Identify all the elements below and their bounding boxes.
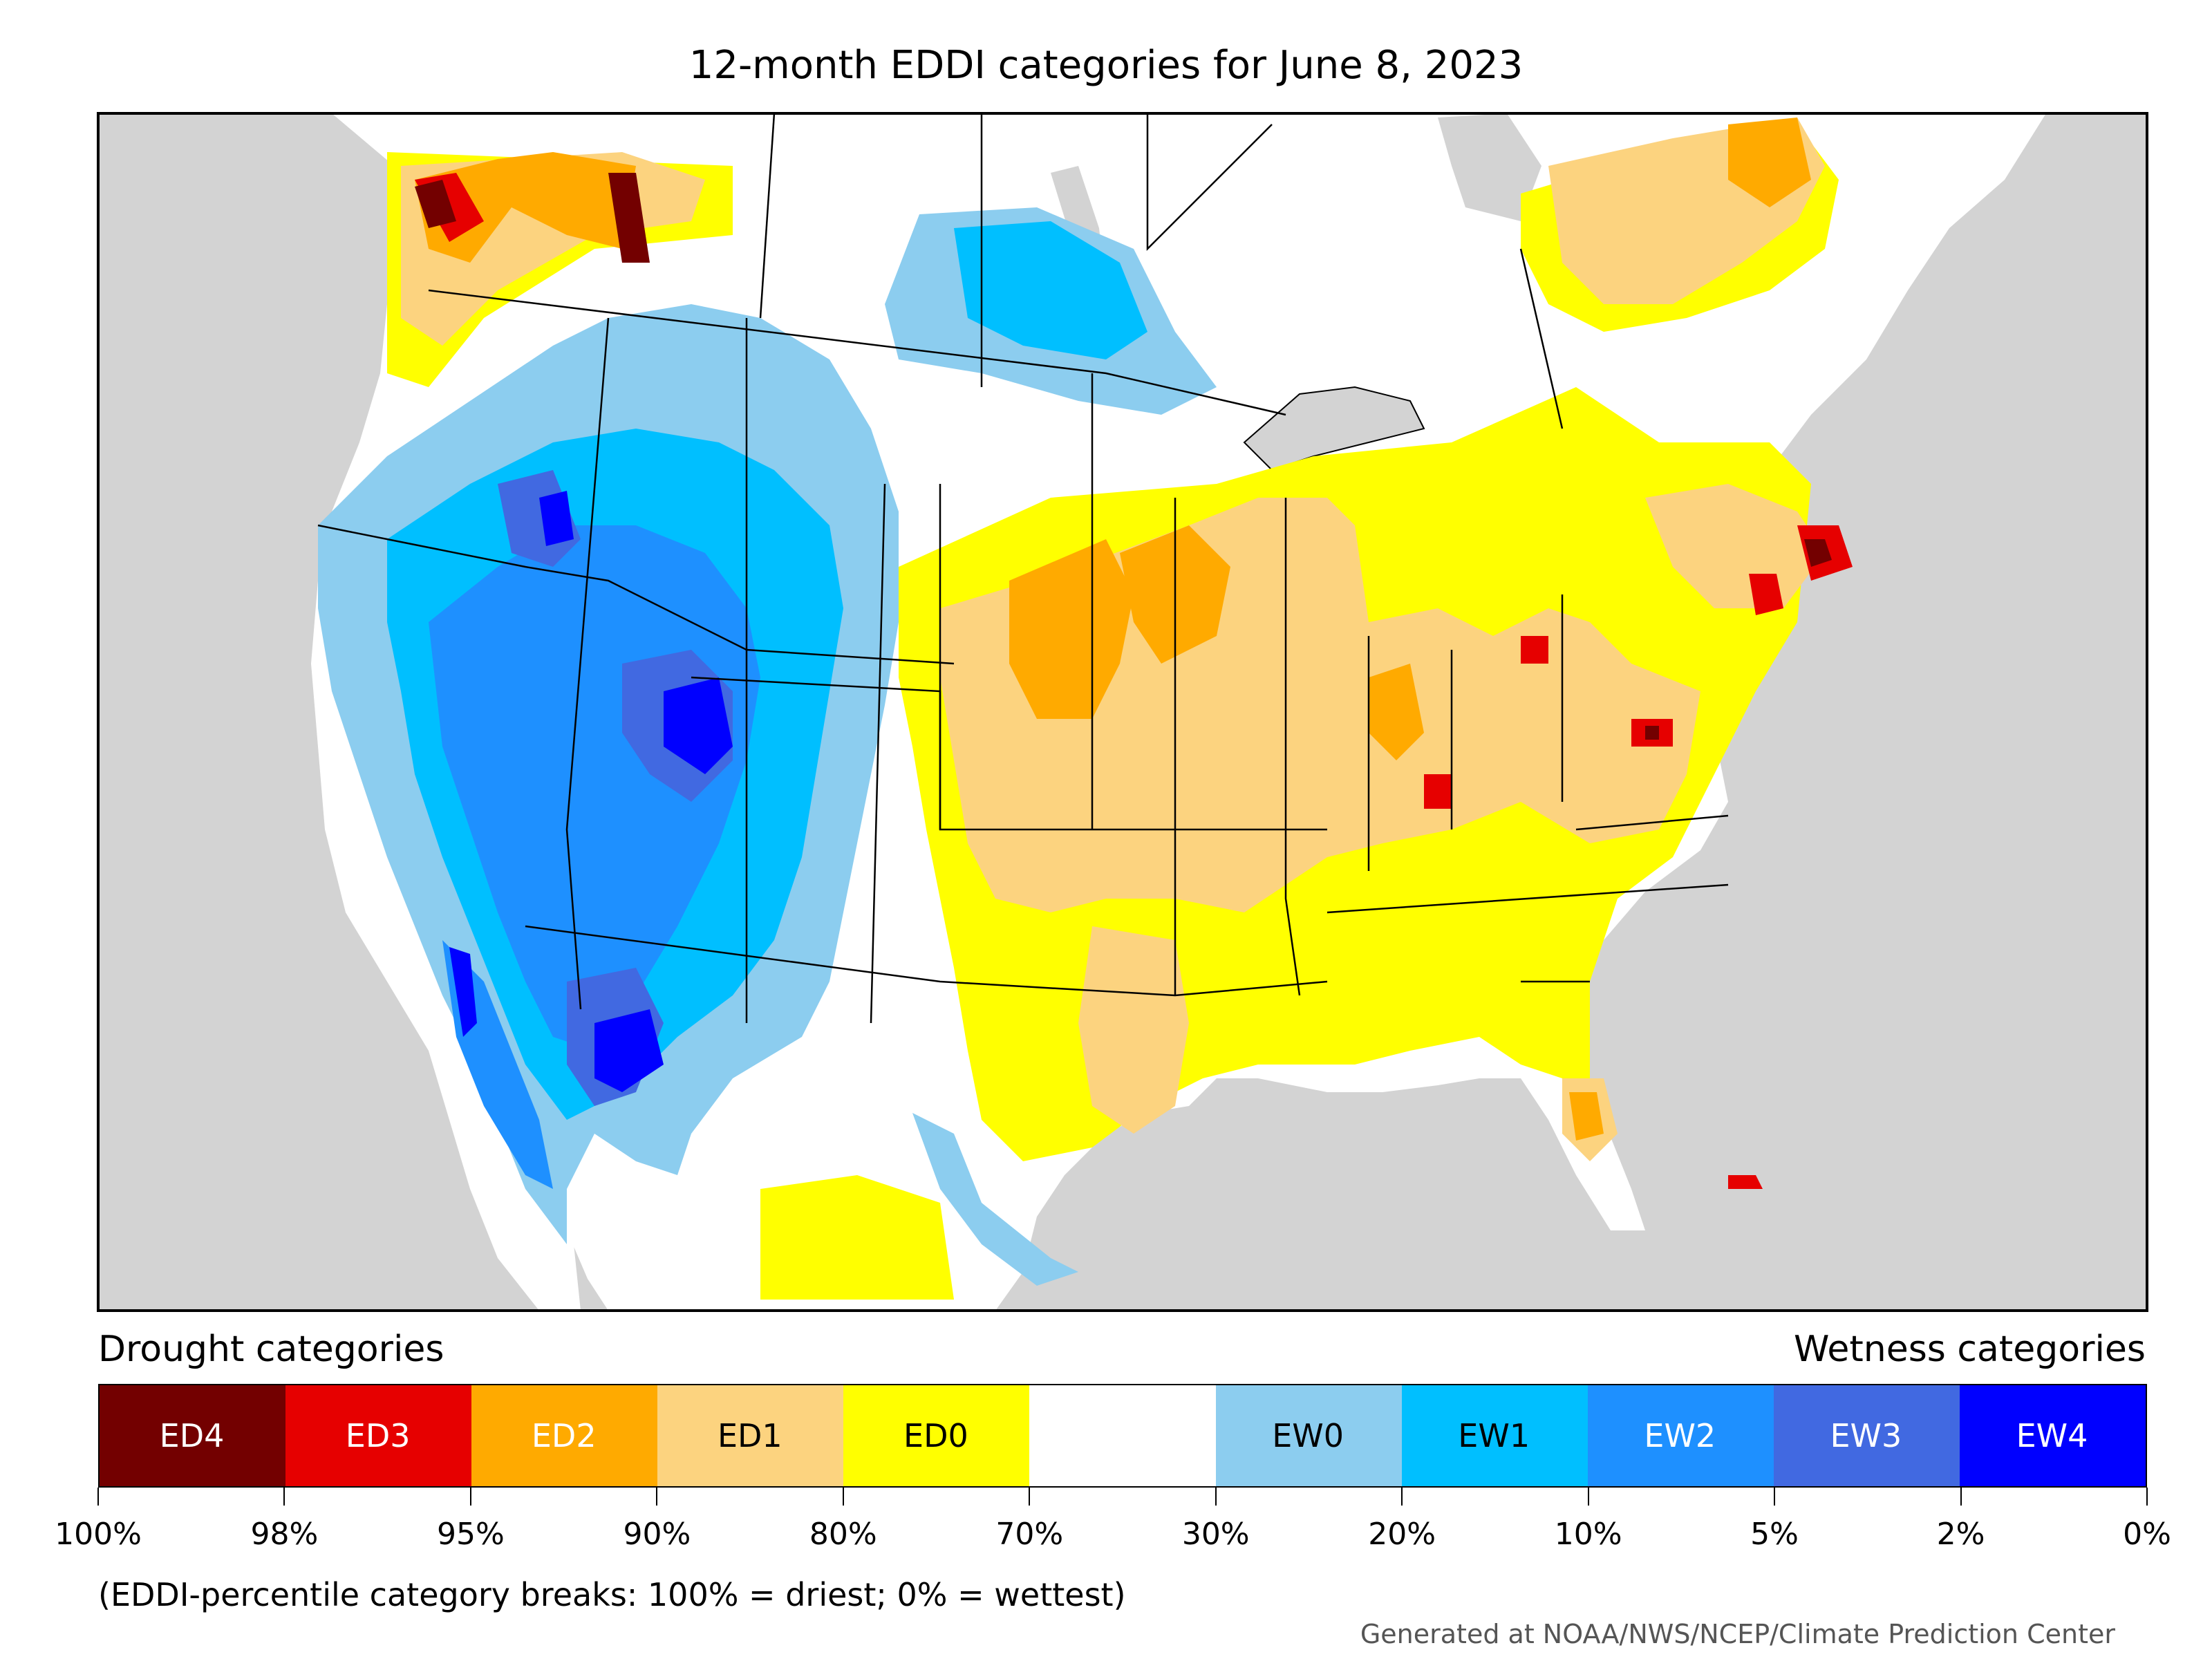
colorbar-cell-ed2: ED2 bbox=[471, 1385, 658, 1486]
region-ed4-massachusetts bbox=[1804, 539, 1832, 567]
region-ew4-socal bbox=[449, 947, 477, 1037]
colorbar-tick bbox=[1960, 1488, 1962, 1506]
colorbar-tick bbox=[283, 1488, 285, 1506]
colorbar-tick bbox=[1774, 1488, 1776, 1506]
region-ed1-texas bbox=[1078, 926, 1189, 1134]
colorbar-cell-ew0: EW0 bbox=[1215, 1385, 1402, 1486]
colorbar-cell-ew1: EW1 bbox=[1401, 1385, 1588, 1486]
colorbar-tick bbox=[2146, 1488, 2148, 1506]
region-ed2-canada bbox=[1728, 118, 1811, 207]
colorbar-cell-ed0: ED0 bbox=[843, 1385, 1030, 1486]
colorbar-tick-label: 80% bbox=[809, 1517, 877, 1552]
map-frame bbox=[97, 112, 2148, 1312]
state-boundaries bbox=[317, 113, 1729, 1024]
colorbar-tick-label: 100% bbox=[55, 1517, 142, 1552]
region-ed4-virginia bbox=[1645, 726, 1659, 740]
colorbar-tick bbox=[469, 1488, 471, 1506]
region-ed1-northeast bbox=[1645, 484, 1825, 608]
colorbar-tick-label: 10% bbox=[1554, 1517, 1622, 1552]
region-ew4-arizona bbox=[594, 1009, 664, 1092]
colorbar-cell-ew3: EW3 bbox=[1773, 1385, 1960, 1486]
region-ed0-texas-south bbox=[760, 1175, 954, 1300]
colorbar-tick-label: 20% bbox=[1368, 1517, 1436, 1552]
colorbar-tick-label: 70% bbox=[995, 1517, 1064, 1552]
hudson-bay-area bbox=[1438, 113, 1541, 221]
colorbar-cell-ed3: ED3 bbox=[285, 1385, 472, 1486]
colorbar-cell-ew4: EW4 bbox=[1959, 1385, 2146, 1486]
colorbar-tick bbox=[1587, 1488, 1589, 1506]
colorbar-cell-ed4: ED4 bbox=[100, 1385, 286, 1486]
wetness-categories-heading: Wetness categories bbox=[1794, 1329, 2146, 1370]
colorbar-tick-label: 95% bbox=[437, 1517, 505, 1552]
colorbar-tick-label: 5% bbox=[1750, 1517, 1799, 1552]
region-ed2-plains bbox=[1009, 539, 1134, 719]
region-ed3-kentucky bbox=[1424, 774, 1452, 809]
colorbar-tick-label: 90% bbox=[623, 1517, 691, 1552]
region-ed3-nj bbox=[1749, 574, 1783, 615]
colorbar-tick bbox=[97, 1488, 99, 1506]
region-ed3-ohio bbox=[1521, 636, 1548, 664]
drought-regions bbox=[387, 118, 1853, 1300]
colorbar-tick-label: 98% bbox=[250, 1517, 319, 1552]
colorbar-ticks bbox=[97, 1488, 2148, 1508]
colorbar-cell-none bbox=[1029, 1385, 1216, 1486]
region-ed2-indiana bbox=[1369, 664, 1424, 760]
colorbar-tick bbox=[842, 1488, 844, 1506]
region-ed4-northwest bbox=[415, 180, 456, 228]
colorbar-tick bbox=[1401, 1488, 1403, 1506]
region-ew0-texas-coast bbox=[912, 1113, 1078, 1286]
credit-text: Generated at NOAA/NWS/NCEP/Climate Predi… bbox=[1360, 1619, 2115, 1649]
colorbar-cell-ew2: EW2 bbox=[1587, 1385, 1774, 1486]
drought-categories-heading: Drought categories bbox=[98, 1329, 444, 1370]
region-ed2-northwest bbox=[415, 152, 636, 263]
colorbar-tick-label: 0% bbox=[2123, 1517, 2171, 1552]
region-ed3-bahamas bbox=[1728, 1175, 1763, 1189]
colorbar-tick bbox=[656, 1488, 658, 1506]
colorbar-tick bbox=[1215, 1488, 1217, 1506]
region-ed2-florida bbox=[1569, 1092, 1604, 1141]
region-ed4-rockies bbox=[608, 173, 650, 263]
region-ew4-utah bbox=[664, 677, 733, 774]
footnote: (EDDI-percentile category breaks: 100% =… bbox=[98, 1576, 1126, 1613]
colorbar-cell-ed1: ED1 bbox=[657, 1385, 844, 1486]
colorbar-tick-label: 2% bbox=[1936, 1517, 1985, 1552]
wetness-regions bbox=[318, 207, 1217, 1286]
region-ew4-idaho bbox=[539, 491, 574, 546]
map-title: 12-month EDDI categories for June 8, 202… bbox=[688, 43, 1524, 88]
category-colorbar: ED4 ED3 ED2 ED1 ED0 EW0 EW1 EW2 EW3 EW4 bbox=[98, 1384, 2147, 1488]
region-ew1-canada bbox=[954, 221, 1147, 359]
colorbar-tick-label: 30% bbox=[1181, 1517, 1250, 1552]
colorbar-tick bbox=[1029, 1488, 1031, 1506]
